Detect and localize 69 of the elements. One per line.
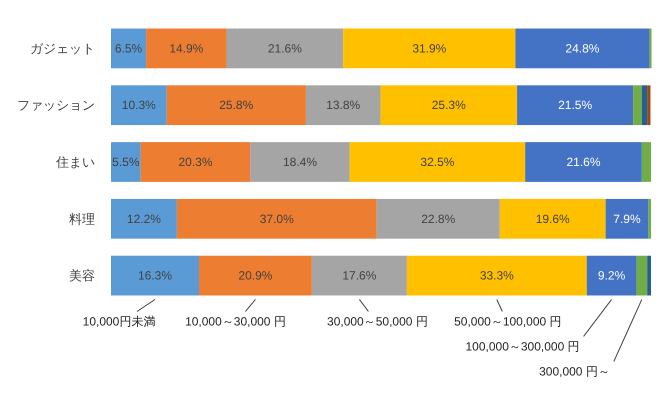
data-label: 33.3% <box>480 268 514 283</box>
y-tick-label: 住まい <box>55 154 95 170</box>
bar <box>649 28 652 68</box>
bar <box>146 28 227 68</box>
text: 100,000～300,000 円 <box>465 339 580 354</box>
y-tick-label: ファッション <box>17 98 95 113</box>
data-label: 21.6% <box>566 155 601 169</box>
data-label: 18.4% <box>282 155 318 169</box>
bar <box>226 28 344 68</box>
data-label: 21.6% <box>268 41 302 56</box>
bar <box>500 198 606 239</box>
bar <box>111 85 167 126</box>
bar <box>111 198 177 239</box>
data-label: 20.9% <box>238 268 273 283</box>
data-label: 20.3% <box>178 155 213 169</box>
bar <box>350 142 526 182</box>
bar <box>306 85 380 126</box>
bar <box>517 85 634 126</box>
data-label: 37.0% <box>260 212 294 226</box>
data-label: 16.3% <box>138 268 172 283</box>
bar <box>647 85 650 126</box>
bar <box>586 256 636 296</box>
bar <box>111 142 141 182</box>
data-label: 17.6% <box>342 268 377 283</box>
data-label: 25.8% <box>219 98 254 112</box>
data-label: 12.2% <box>126 212 162 226</box>
bar <box>140 142 250 182</box>
bar <box>647 256 651 296</box>
bar <box>648 198 651 239</box>
data-label: 7.9% <box>613 212 641 226</box>
data-label: 10.3% <box>122 98 156 112</box>
data-label: 31.9% <box>412 41 447 56</box>
bar <box>312 256 407 296</box>
data-label: 14.9% <box>169 41 204 56</box>
text: 300,000 円～ <box>539 364 610 378</box>
data-label: 9.2% <box>598 268 626 283</box>
bar <box>406 256 587 296</box>
bar <box>636 256 648 296</box>
bar <box>642 85 648 126</box>
bar <box>380 85 518 126</box>
bar <box>343 28 516 68</box>
series-label: 50,000～100,000 円 <box>454 314 562 328</box>
data-label: 32.5% <box>420 155 455 169</box>
bar <box>199 256 312 296</box>
data-label: 6.5% <box>114 41 143 56</box>
data-label: 21.5% <box>558 98 592 112</box>
data-label: 13.8% <box>326 98 361 112</box>
bar <box>642 142 651 182</box>
y-tick-label: ガジェット <box>30 40 95 56</box>
bar <box>111 28 146 68</box>
bar <box>525 142 642 182</box>
series-label: 10,000円未満 <box>82 314 156 328</box>
series-label: 30,000～50,000 円 <box>327 314 428 328</box>
data-label: 24.8% <box>565 41 600 56</box>
data-label: 25.3% <box>432 98 466 112</box>
data-label: 22.8% <box>421 212 456 226</box>
bar <box>606 198 648 239</box>
bar <box>166 85 306 126</box>
bar <box>176 198 377 239</box>
bar <box>250 142 350 182</box>
bar <box>376 198 500 239</box>
series-label: 10,000～30,000 円 <box>185 314 286 328</box>
y-tick-label: 料理 <box>69 211 95 226</box>
data-label: 19.6% <box>536 212 570 226</box>
bar <box>111 256 200 296</box>
data-label: 5.5% <box>112 155 140 169</box>
bar <box>633 85 642 126</box>
y-tick-label: 美容 <box>69 268 95 284</box>
bar <box>515 28 650 68</box>
